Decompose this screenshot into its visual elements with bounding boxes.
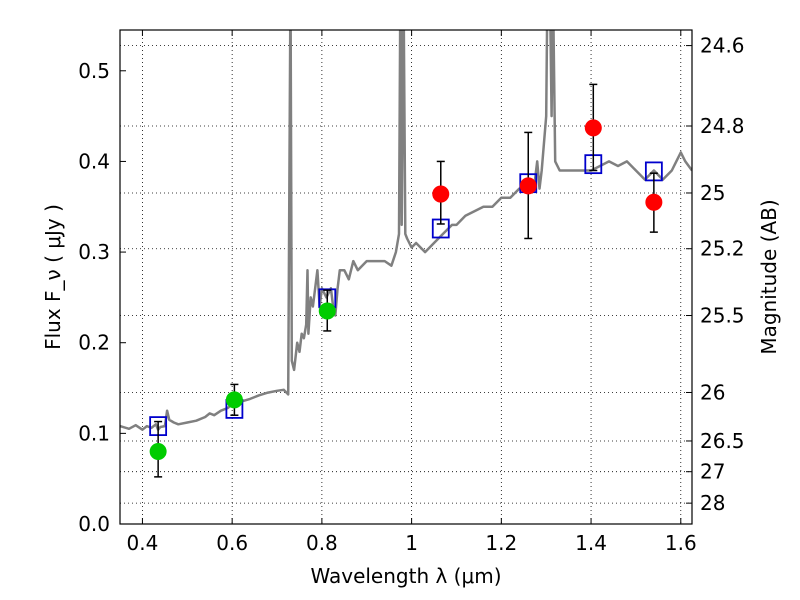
plot-frame xyxy=(119,29,693,525)
right-tick-label: 28 xyxy=(700,491,725,515)
data-point xyxy=(519,177,537,195)
right-tick-label: 25.2 xyxy=(700,237,745,261)
data-point xyxy=(645,193,663,211)
y-tick-label: 0.4 xyxy=(78,149,110,173)
x-tick-label: 1 xyxy=(405,531,418,555)
x-tick-label: 0.6 xyxy=(216,531,248,555)
right-tick-label: 25.5 xyxy=(700,304,745,328)
y-tick-label: 0.2 xyxy=(78,331,110,355)
y-tick-label: 0.1 xyxy=(78,421,110,445)
right-axis-label: Magnitude (AB) xyxy=(757,199,781,354)
right-tick-label: 24.6 xyxy=(700,34,745,58)
x-tick-label: 1.4 xyxy=(575,531,607,555)
spectrum-line xyxy=(120,30,692,431)
data-point xyxy=(432,185,450,203)
plot-background xyxy=(120,30,692,524)
right-tick-label: 27 xyxy=(700,460,725,484)
ticks: 0.4 0.6 0.8 1 1.2 1.4 1.6 0.0 0.1 0.2 0.3 0.4 0.5 24.… xyxy=(78,30,745,555)
y-tick-label: 0.5 xyxy=(78,59,110,83)
x-tick-label: 1.2 xyxy=(485,531,517,555)
right-tick-label: 26.5 xyxy=(700,429,745,453)
data-point xyxy=(225,391,243,409)
y-axis-label: Flux F_ν ( μJy ) xyxy=(41,204,65,350)
y-tick-label: 0.0 xyxy=(78,512,110,536)
right-tick-label: 26 xyxy=(700,380,725,404)
plot-area xyxy=(120,30,692,478)
x-tick-label: 0.4 xyxy=(127,531,159,555)
data-point xyxy=(584,119,602,137)
x-tick-label: 0.8 xyxy=(306,531,338,555)
data-point xyxy=(149,442,167,460)
y-tick-label: 0.3 xyxy=(78,240,110,264)
right-tick-label: 25 xyxy=(700,181,725,205)
data-point xyxy=(318,302,336,320)
x-tick-label: 1.6 xyxy=(665,531,697,555)
x-axis-label: Wavelength λ (μm) xyxy=(310,564,501,588)
right-tick-label: 24.8 xyxy=(700,114,745,138)
